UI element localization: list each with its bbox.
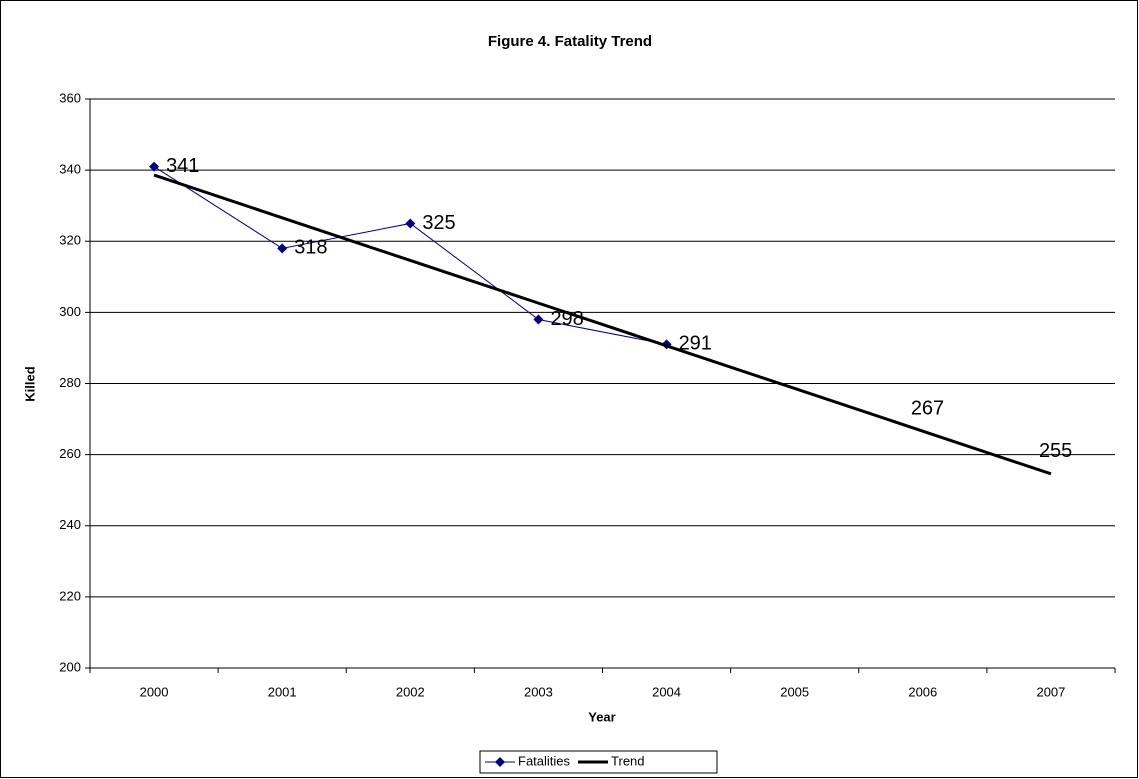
y-tick-label: 280 bbox=[59, 375, 81, 390]
y-tick-label: 240 bbox=[59, 517, 81, 532]
x-tick-label: 2007 bbox=[1036, 684, 1065, 699]
x-tick-label: 2001 bbox=[268, 684, 297, 699]
data-label: 291 bbox=[679, 333, 712, 355]
y-tick-label: 320 bbox=[59, 233, 81, 248]
legend-label: Fatalities bbox=[518, 753, 571, 768]
x-tick-label: 2003 bbox=[524, 684, 553, 699]
data-label: 298 bbox=[550, 308, 583, 330]
data-label: 325 bbox=[422, 212, 455, 234]
data-label: 267 bbox=[911, 397, 944, 419]
y-tick-label: 260 bbox=[59, 446, 81, 461]
data-label: 318 bbox=[294, 237, 327, 259]
chart-title: Figure 4. Fatality Trend bbox=[488, 33, 652, 50]
y-tick-label: 200 bbox=[59, 659, 81, 674]
legend-label: Trend bbox=[611, 753, 644, 768]
x-axis-title: Year bbox=[588, 709, 615, 724]
legend-marker bbox=[495, 757, 505, 767]
y-tick-label: 340 bbox=[59, 162, 81, 177]
data-label: 255 bbox=[1039, 440, 1072, 462]
marker bbox=[149, 161, 160, 172]
y-axis-title: Killed bbox=[22, 366, 37, 401]
series-line bbox=[153, 173, 1052, 476]
data-label: 341 bbox=[166, 155, 199, 177]
y-tick-label: 300 bbox=[59, 304, 81, 319]
marker bbox=[405, 218, 416, 229]
x-tick-label: 2004 bbox=[652, 684, 681, 699]
x-tick-label: 2000 bbox=[140, 684, 169, 699]
y-tick-label: 360 bbox=[59, 90, 81, 105]
x-tick-label: 2006 bbox=[908, 684, 937, 699]
marker bbox=[277, 243, 288, 254]
x-tick-label: 2002 bbox=[396, 684, 425, 699]
y-tick-label: 220 bbox=[59, 588, 81, 603]
x-tick-label: 2005 bbox=[780, 684, 809, 699]
marker bbox=[533, 314, 544, 325]
